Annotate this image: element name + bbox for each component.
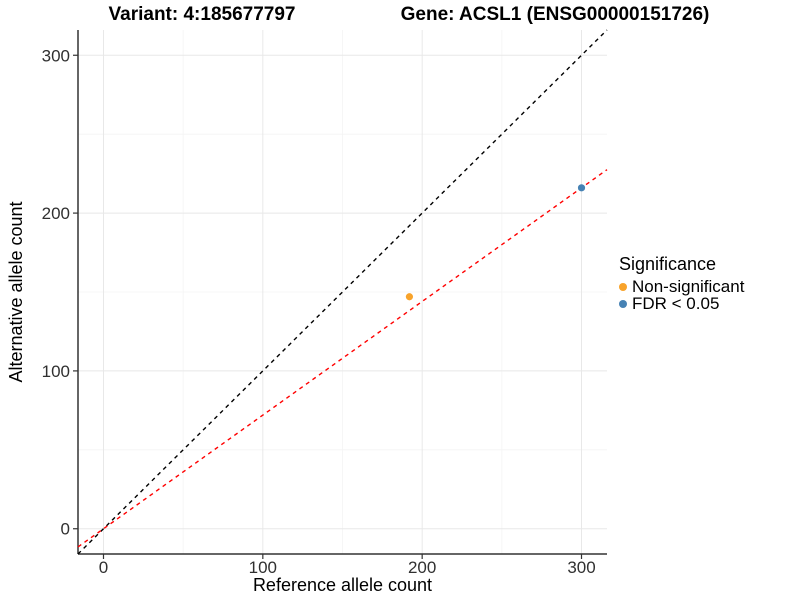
variant-title: Variant: 4:185677797 [108,4,296,25]
legend-title: Significance [619,254,717,274]
legend-item: Non-significant [619,276,745,296]
legend-items: Non-significant FDR < 0.05 [619,276,745,313]
x-tick-label: 0 [99,558,108,577]
legend-dot-icon [619,282,627,291]
gene-title: Gene: ACSL1 (ENSG00000151726) [400,4,710,25]
legend-item: FDR < 0.05 [619,293,744,313]
y-tick-label: 0 [61,520,70,539]
legend-item-label: FDR < 0.05 [632,293,720,313]
legend: Significance Non-significant FDR < 0.05 [619,254,745,313]
legend-item-label: Non-significant [632,276,745,296]
x-tick-label: 100 [249,558,277,577]
y-axis-title: Alternative allele count [6,201,26,382]
x-tick-label: 300 [567,558,595,577]
legend-dot-icon [619,299,627,308]
y-tick-label: 100 [42,362,70,381]
x-axis-title: Reference allele count [253,575,432,595]
y-tick-label: 200 [42,204,70,223]
y-tick-label: 300 [42,46,70,65]
data-point [577,184,586,192]
data-point [405,293,414,301]
x-tick-label: 200 [408,558,436,577]
